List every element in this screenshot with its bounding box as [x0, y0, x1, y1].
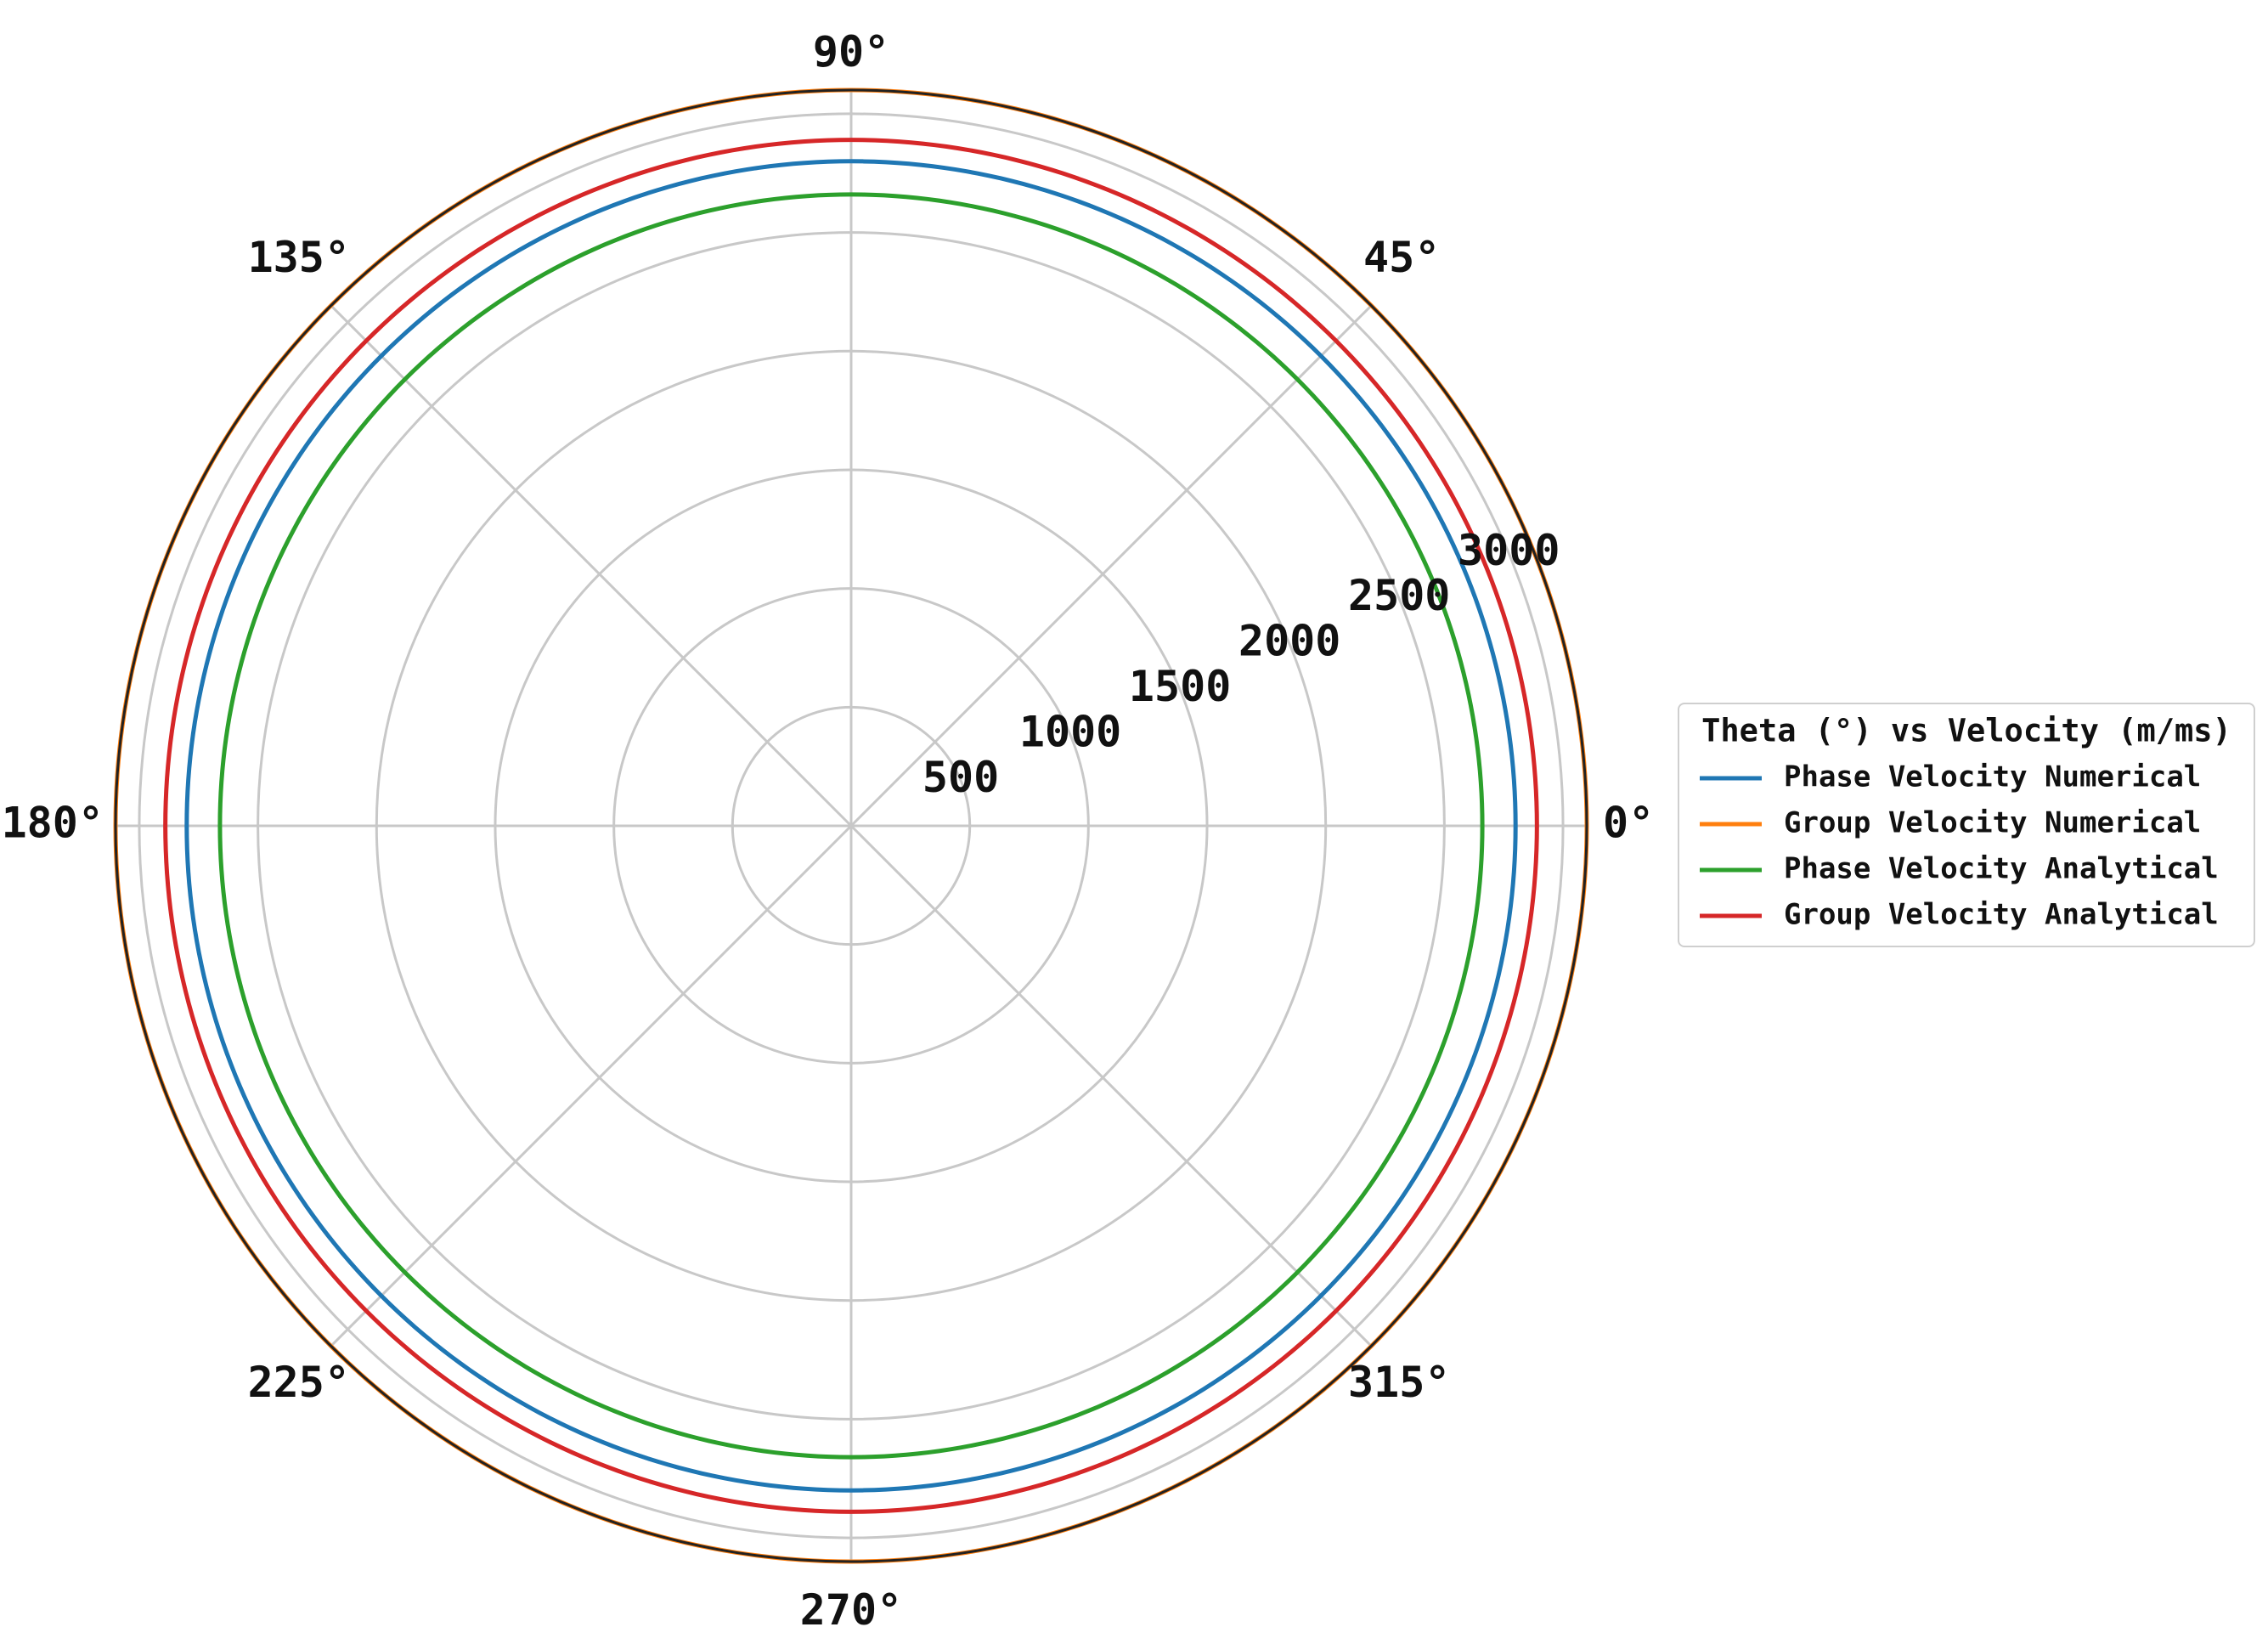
legend-items: Phase Velocity Numerical Group Velocity N… [1700, 760, 2219, 932]
polar-frame [114, 88, 1588, 1563]
theta-tick-label-180: 180° [2, 799, 104, 848]
theta-tick-label-0: 0° [1603, 799, 1654, 848]
r-tick-label-2500: 2500 [1348, 571, 1450, 620]
r-tick-label-500: 500 [922, 753, 999, 802]
series-line-3 [217, 192, 1485, 1460]
theta-grid-line-225 [330, 824, 853, 1347]
theta-grid-line-45 [849, 304, 1373, 828]
theta-grid-line-315 [849, 824, 1373, 1347]
r-tick-label-3000: 3000 [1458, 526, 1560, 575]
r-tick-label-1500: 1500 [1129, 662, 1231, 711]
theta-tick-label-315: 315° [1348, 1358, 1450, 1407]
theta-tick-label-270: 270° [800, 1585, 902, 1635]
legend-label-2: Group Velocity Numerical [1784, 806, 2201, 840]
theta-tick-label-225: 225° [248, 1358, 350, 1407]
theta-tick-label-135: 135° [248, 233, 350, 282]
r-tick-label-2000: 2000 [1238, 617, 1340, 666]
tick-label-layer: 0°45°90°135°180°225°270°315°500100015002… [2, 27, 1655, 1635]
legend-label-3: Phase Velocity Analytical [1784, 852, 2219, 886]
r-tick-label-1000: 1000 [1019, 708, 1121, 757]
legend-label-1: Phase Velocity Numerical [1784, 760, 2201, 794]
legend: Theta (°) vs Velocity (m/ms) Phase Veloc… [1678, 703, 2255, 947]
theta-tick-label-45: 45° [1363, 233, 1440, 282]
legend-label-4: Group Velocity Analytical [1784, 898, 2219, 932]
grid-layer [116, 90, 1587, 1562]
theta-grid-line-135 [330, 304, 853, 828]
theta-tick-label-90: 90° [813, 27, 889, 76]
frame-layer [114, 88, 1588, 1563]
legend-box [1678, 703, 2255, 947]
legend-title: Theta (°) vs Velocity (m/ms) [1701, 713, 2231, 749]
series-line-4 [163, 138, 1539, 1514]
series-line-1 [184, 159, 1518, 1493]
